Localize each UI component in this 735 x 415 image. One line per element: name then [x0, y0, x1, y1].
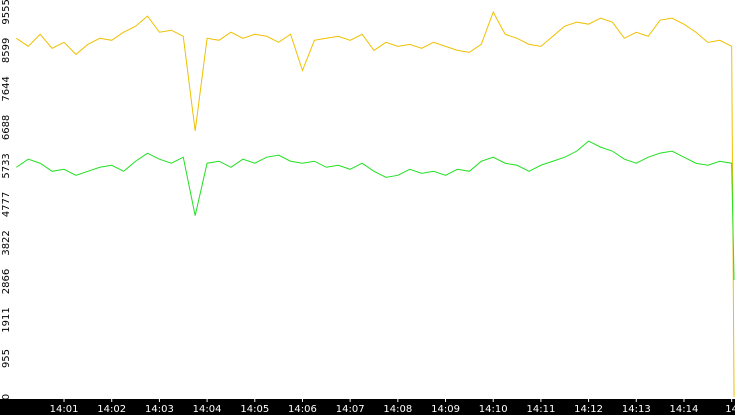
x-tick-label: 14:04	[193, 404, 222, 415]
x-tick-label: 14:03	[145, 404, 174, 415]
x-axis-bar	[0, 399, 735, 415]
x-tick-label: 14:07	[336, 404, 365, 415]
x-tick-label: 14:06	[288, 404, 317, 415]
x-tick-label: 14:05	[240, 404, 269, 415]
y-tick-label: 3822	[1, 230, 12, 255]
y-tick-label: 1911	[1, 307, 12, 332]
series-line	[16, 10, 735, 398]
y-tick-label: 4777	[1, 192, 12, 217]
x-tick-label: 14:02	[97, 404, 126, 415]
x-tick-label: 14:09	[431, 404, 460, 415]
y-tick-label: 6688	[1, 115, 12, 140]
x-tick-label: 14	[725, 404, 735, 415]
x-tick-label: 14:10	[479, 404, 508, 415]
y-tick-label: 9555	[1, 0, 12, 25]
x-tick-label: 14:11	[526, 404, 555, 415]
x-tick-label: 14:14	[670, 404, 699, 415]
y-tick-label: 0	[1, 394, 12, 400]
series-line	[16, 140, 735, 281]
y-tick-label: 8599	[1, 38, 12, 63]
x-tick-label: 14:12	[574, 404, 603, 415]
y-tick-label: 7644	[1, 76, 12, 101]
x-tick-label: 14:08	[383, 404, 412, 415]
y-tick-label: 955	[1, 349, 12, 368]
x-tick-label: 14:01	[50, 404, 79, 415]
x-tick-label: 14:13	[622, 404, 651, 415]
y-tick-label: 2866	[1, 269, 12, 294]
y-tick-label: 5733	[1, 153, 12, 178]
